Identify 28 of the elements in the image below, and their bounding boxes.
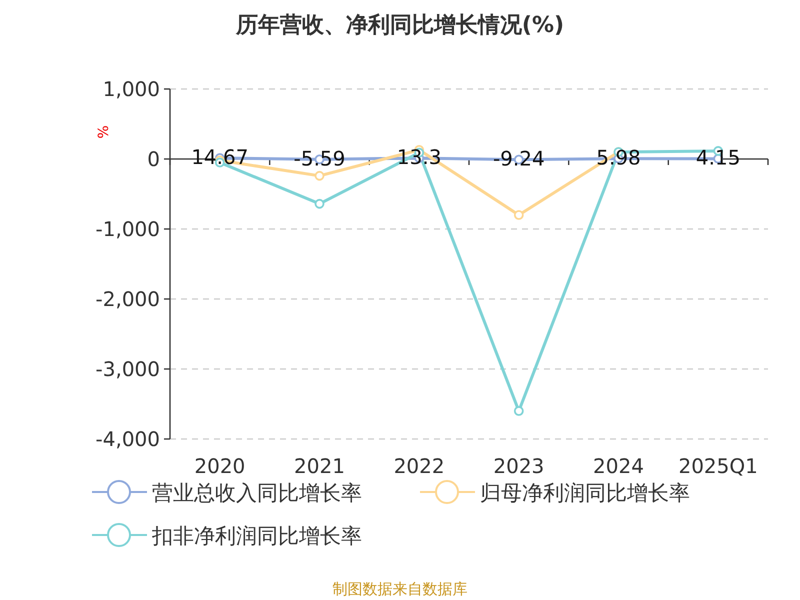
data-label: 4.15 (696, 146, 740, 170)
x-tick-label: 2025Q1 (678, 454, 758, 478)
y-tick-label: -2,000 (96, 287, 160, 311)
y-axis-title: % (96, 125, 112, 139)
y-tick-label: -3,000 (96, 357, 160, 381)
point (514, 406, 524, 416)
point (514, 210, 524, 220)
x-tick-label: 2024 (593, 454, 644, 478)
y-tick-label: -4,000 (96, 427, 160, 451)
chart-title: 历年营收、净利同比增长情况(%) (234, 13, 564, 38)
legend-label: 扣非净利润同比增长率 (151, 524, 362, 548)
x-tick-label: 2023 (493, 454, 544, 478)
y-tick-label: 1,000 (102, 77, 160, 101)
y-tick-label: 0 (147, 147, 160, 171)
data-label: 13.3 (396, 145, 442, 170)
point (314, 170, 324, 181)
data-label: -5.59 (294, 146, 346, 170)
text: 制图数据来自数据库 (332, 580, 468, 598)
point (314, 198, 324, 209)
data-label: 14.67 (191, 144, 248, 169)
data-label: 5.98 (596, 146, 641, 170)
x-tick-label: 2021 (294, 454, 345, 478)
legend-label: 营业总收入同比增长率 (152, 481, 362, 505)
data-label: -9.24 (492, 146, 545, 171)
x-tick-label: 2022 (394, 454, 445, 478)
y-tick-label: -1,000 (96, 217, 160, 241)
legend-label: 归母净利润同比增长率 (480, 481, 690, 505)
x-tick-label: 2020 (194, 454, 246, 478)
